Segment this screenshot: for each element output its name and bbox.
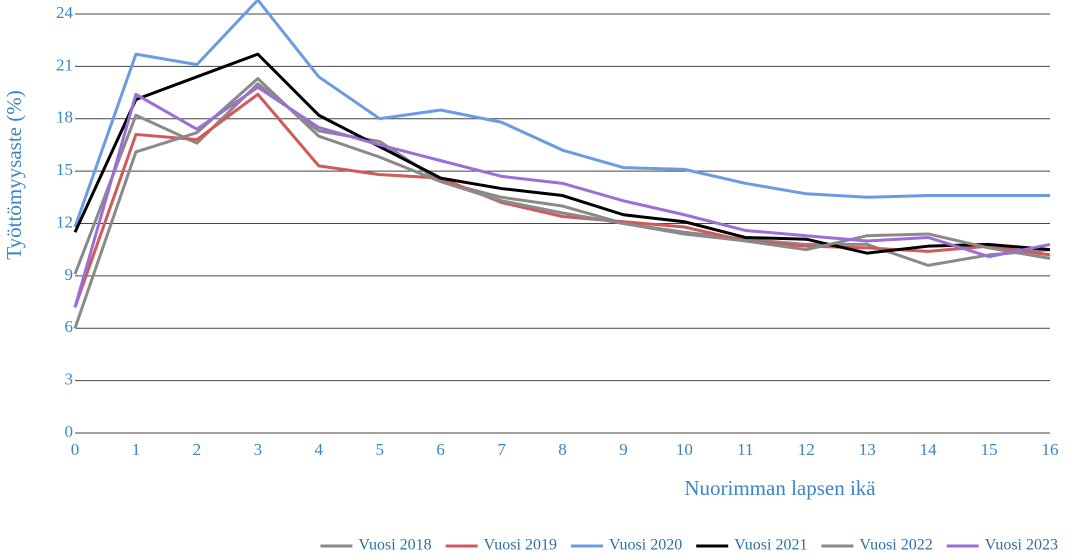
x-tick-label: 11: [737, 440, 753, 459]
x-tick-label: 1: [132, 440, 141, 459]
x-tick-label: 0: [71, 440, 80, 459]
legend-label: Vuosi 2022: [859, 537, 932, 554]
legend-label: Vuosi 2020: [609, 537, 682, 554]
series-line: [73, 0, 1050, 228]
x-tick-label: 7: [497, 440, 506, 459]
legend-label: Vuosi 2019: [484, 537, 557, 554]
y-tick-label: 24: [56, 3, 74, 22]
y-tick-label: 0: [65, 422, 74, 441]
series-line: [73, 85, 1051, 308]
x-tick-label: 9: [619, 440, 628, 459]
x-tick-label: 15: [981, 440, 998, 459]
x-tick-label: 16: [1042, 440, 1059, 459]
x-tick-label: 12: [798, 440, 815, 459]
y-tick-label: 12: [56, 212, 73, 231]
x-tick-label: 2: [193, 440, 202, 459]
y-axis-label: Työttömyysaste (%): [2, 90, 26, 259]
x-tick-label: 10: [676, 440, 693, 459]
legend-label: Vuosi 2021: [734, 537, 807, 554]
x-tick-label: 14: [920, 440, 938, 459]
x-tick-label: 13: [859, 440, 876, 459]
y-tick-label: 9: [65, 265, 74, 284]
y-tick-label: 18: [56, 108, 73, 127]
legend-label: Vuosi 2023: [985, 537, 1058, 554]
x-tick-label: 6: [436, 440, 445, 459]
x-axis-label: Nuorimman lapsen ikä: [684, 476, 876, 500]
x-tick-label: 4: [315, 440, 324, 459]
x-tick-label: 5: [375, 440, 384, 459]
y-tick-label: 6: [65, 317, 74, 336]
y-tick-label: 15: [56, 160, 73, 179]
series-line: [73, 77, 1051, 329]
y-tick-label: 21: [56, 55, 73, 74]
y-tick-label: 3: [65, 370, 74, 389]
x-tick-label: 3: [254, 440, 263, 459]
series-line: [73, 52, 1051, 255]
x-tick-label: 8: [558, 440, 567, 459]
legend-label: Vuosi 2018: [358, 537, 431, 554]
series-line: [73, 92, 1051, 308]
